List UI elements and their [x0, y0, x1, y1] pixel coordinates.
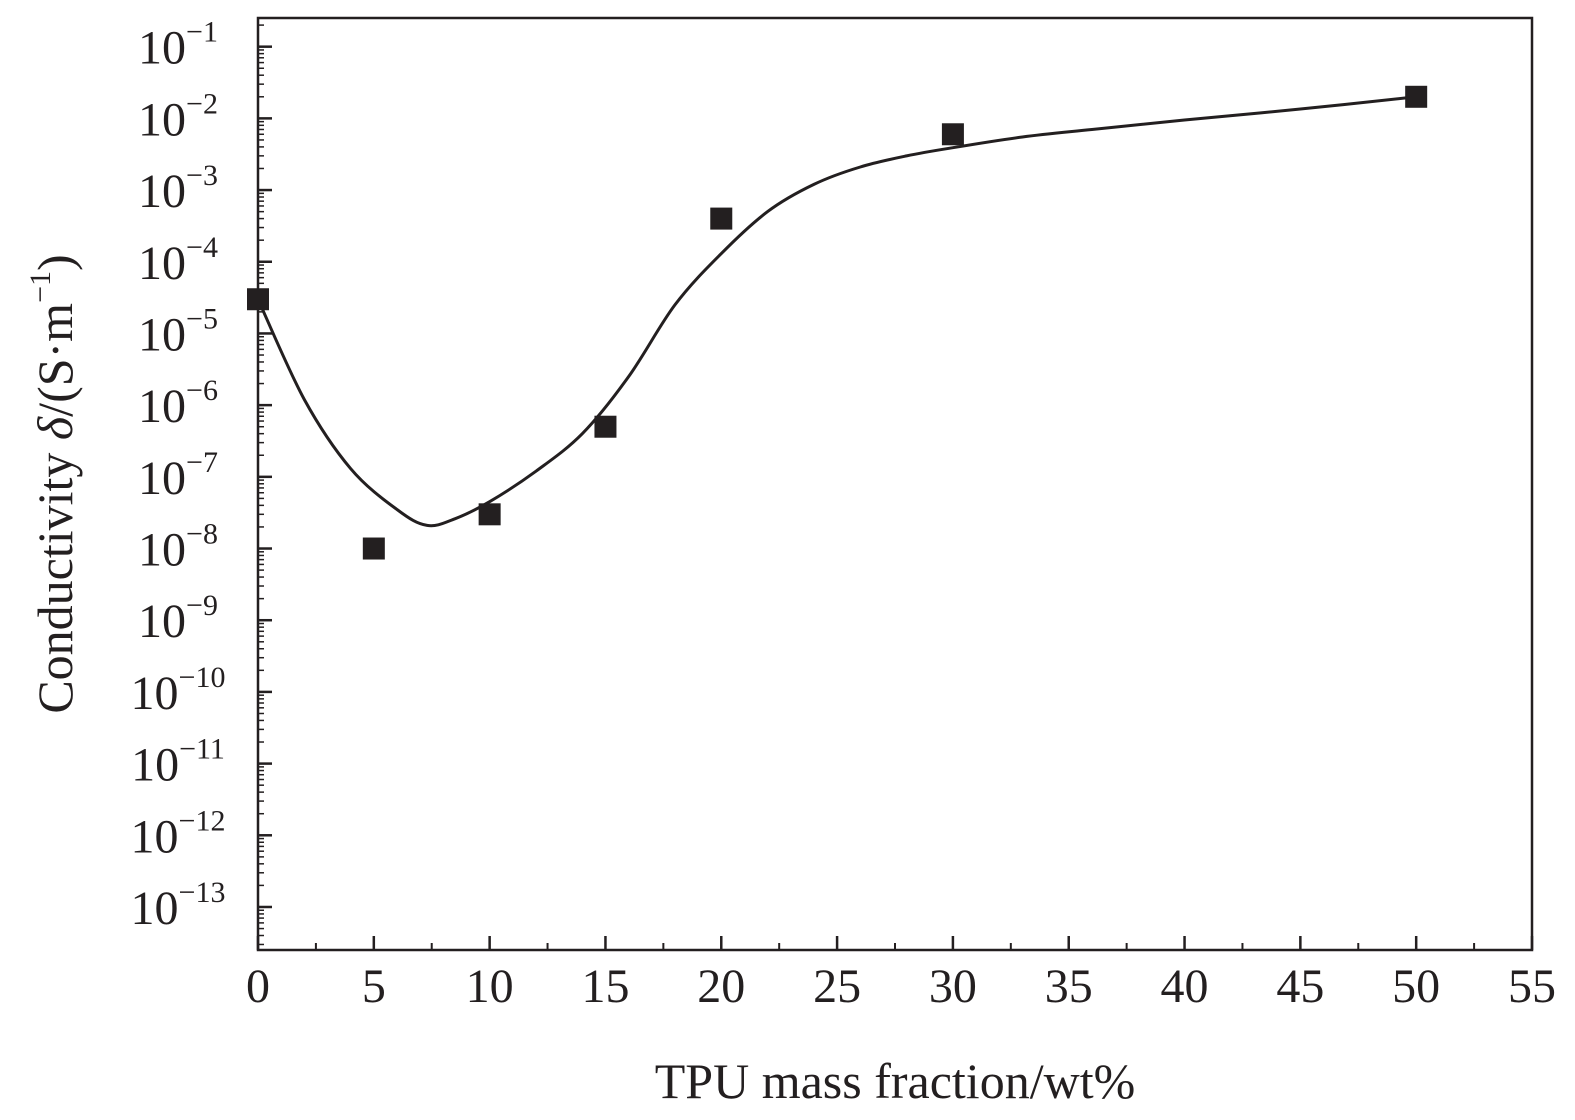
data-point-square: [247, 288, 269, 311]
y-tick-exponent: −11: [179, 733, 225, 766]
data-point-square: [941, 123, 964, 146]
y-axis-label-prefix: Conductivity: [27, 440, 83, 714]
y-tick-base: 10: [138, 452, 186, 505]
x-tick-label: 15: [581, 960, 629, 1013]
x-tick-label: 20: [697, 960, 745, 1013]
y-tick-label: 10−3: [138, 159, 218, 218]
y-tick-exponent: −7: [186, 446, 218, 479]
y-tick-base: 10: [131, 739, 179, 792]
y-tick-label: 10−4: [138, 231, 218, 290]
x-tick-label: 30: [929, 960, 977, 1013]
y-axis-label-unit-exp: −1: [24, 271, 57, 303]
y-tick-base: 10: [131, 667, 179, 720]
y-tick-label: 10−10: [131, 661, 226, 720]
data-point-square: [362, 537, 385, 560]
y-tick-exponent: −4: [186, 231, 218, 264]
y-tick-base: 10: [138, 524, 186, 577]
y-axis-ticks: 10−110−210−310−410−510−610−710−810−910−1…: [131, 16, 272, 946]
data-point-square: [1405, 85, 1428, 108]
x-axis-ticks: 0 5 10 15 20 25 30 35 40 45 50 55: [246, 936, 1556, 1013]
y-tick-exponent: −10: [179, 661, 226, 694]
x-tick-label: 35: [1045, 960, 1093, 1013]
y-tick-label: 10−9: [138, 589, 218, 648]
data-point-square: [710, 207, 733, 230]
y-tick-label: 10−7: [138, 446, 218, 505]
y-tick-base: 10: [138, 237, 186, 290]
y-tick-base: 10: [131, 882, 179, 935]
x-tick-label: 50: [1392, 960, 1440, 1013]
x-tick-label: 40: [1161, 960, 1209, 1013]
y-tick-exponent: −9: [186, 589, 218, 622]
x-tick-label: 45: [1276, 960, 1324, 1013]
y-tick-label: 10−12: [131, 804, 226, 863]
x-tick-label: 0: [246, 960, 270, 1013]
y-tick-label: 10−13: [131, 876, 226, 935]
y-tick-base: 10: [138, 165, 186, 218]
x-tick-label: 10: [466, 960, 514, 1013]
data-point-square: [594, 415, 617, 438]
y-tick-exponent: −2: [186, 87, 218, 120]
data-point-square: [478, 503, 501, 526]
data-markers: [247, 85, 1428, 560]
y-tick-label: 10−11: [131, 733, 225, 792]
y-tick-label: 10−2: [138, 87, 218, 146]
y-axis-label: Conductivity δ/(S·m−1): [24, 254, 83, 713]
y-tick-exponent: −5: [186, 302, 218, 335]
y-tick-exponent: −12: [179, 804, 226, 837]
y-tick-base: 10: [131, 810, 179, 863]
y-axis-label-unit-close: ): [27, 254, 83, 271]
fit-curve: [256, 95, 1417, 528]
y-tick-base: 10: [138, 22, 186, 75]
y-tick-label: 10−1: [138, 16, 218, 75]
y-tick-exponent: −13: [179, 876, 226, 909]
y-tick-exponent: −6: [186, 374, 218, 407]
x-tick-label: 55: [1508, 960, 1556, 1013]
y-tick-exponent: −3: [186, 159, 218, 192]
y-tick-base: 10: [138, 595, 186, 648]
x-axis-label: TPU mass fraction/wt%: [655, 1053, 1135, 1109]
y-tick-base: 10: [138, 380, 186, 433]
y-tick-label: 10−5: [138, 302, 218, 361]
y-tick-exponent: −1: [186, 16, 218, 49]
y-tick-base: 10: [138, 93, 186, 146]
y-tick-exponent: −8: [186, 518, 218, 551]
y-tick-label: 10−6: [138, 374, 218, 433]
y-tick-base: 10: [138, 308, 186, 361]
y-tick-label: 10−8: [138, 518, 218, 577]
x-tick-label: 5: [362, 960, 386, 1013]
y-axis-label-unit: /(S·m: [27, 303, 83, 417]
y-axis-label-symbol: δ: [27, 416, 83, 440]
x-tick-label: 25: [813, 960, 861, 1013]
